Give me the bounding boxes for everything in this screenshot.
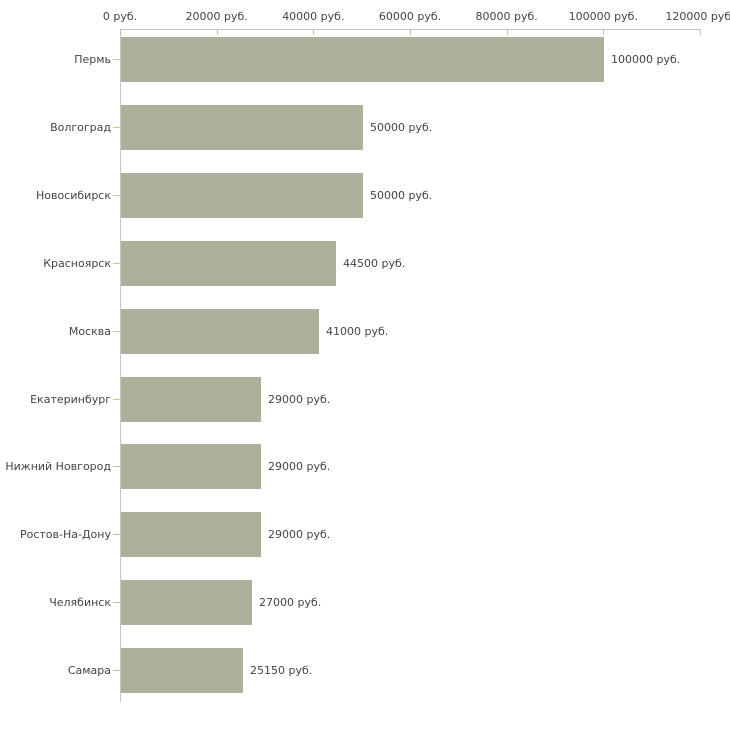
x-axis-tick-mark xyxy=(603,29,605,35)
bar-7 xyxy=(121,444,261,489)
x-axis-tick-label: 80000 руб. xyxy=(475,10,538,23)
y-axis-tick-mark xyxy=(113,127,120,128)
y-axis-tick-mark xyxy=(113,195,120,196)
value-label: 29000 руб. xyxy=(268,460,331,473)
value-label: 41000 руб. xyxy=(326,325,389,338)
category-label: Волгоград xyxy=(50,121,111,134)
x-axis-tick-label: 0 руб. xyxy=(102,10,138,23)
y-axis-tick-mark xyxy=(113,399,120,400)
y-axis-tick-mark xyxy=(113,602,120,603)
x-axis-tick-label: 20000 руб. xyxy=(185,10,248,23)
x-axis-tick-label: 100000 руб. xyxy=(568,10,638,23)
bar-6 xyxy=(121,377,261,422)
category-label: Москва xyxy=(68,325,111,338)
bar-8 xyxy=(121,512,261,557)
category-label: Екатеринбург xyxy=(30,393,111,406)
category-label: Самара xyxy=(67,664,111,677)
x-axis-tick-mark xyxy=(700,29,701,35)
x-axis-tick-mark xyxy=(410,29,411,35)
category-label: Ростов-На-Дону xyxy=(19,528,111,541)
y-axis-tick-mark xyxy=(113,670,120,671)
bar-2 xyxy=(121,105,363,150)
value-label: 29000 руб. xyxy=(268,393,331,406)
value-label: 25150 руб. xyxy=(250,664,313,677)
y-axis-tick-mark xyxy=(113,534,120,535)
y-axis-line xyxy=(120,29,121,702)
bar-9 xyxy=(121,580,252,625)
x-axis-tick-mark xyxy=(120,29,121,35)
value-label: 50000 руб. xyxy=(370,121,433,134)
y-axis-tick-mark xyxy=(113,331,120,332)
bar-10 xyxy=(121,648,243,693)
value-label: 29000 руб. xyxy=(268,528,331,541)
category-label: Красноярск xyxy=(43,257,111,270)
value-label: 50000 руб. xyxy=(370,189,433,202)
x-axis-tick-label: 40000 руб. xyxy=(282,10,345,23)
y-axis-tick-mark xyxy=(113,263,120,264)
value-label: 27000 руб. xyxy=(259,596,322,609)
bar-4 xyxy=(121,241,336,286)
x-axis-tick-label: 120000 руб. xyxy=(665,10,730,23)
x-axis-tick-mark xyxy=(313,29,315,35)
category-label: Новосибирск xyxy=(35,189,111,202)
bar-3 xyxy=(121,173,363,218)
y-axis-tick-mark xyxy=(113,59,120,60)
bar-5 xyxy=(121,309,319,354)
y-axis-tick-mark xyxy=(113,466,120,467)
x-axis-tick-label: 60000 руб. xyxy=(378,10,442,23)
bar-1 xyxy=(121,37,604,82)
category-label: Челябинск xyxy=(49,596,111,609)
category-label: Нижний Новгород xyxy=(5,460,111,473)
x-axis-tick-mark xyxy=(506,29,508,35)
category-label: Пермь xyxy=(74,53,111,66)
value-label: 100000 руб. xyxy=(611,53,681,66)
value-label: 44500 руб. xyxy=(343,257,406,270)
x-axis-tick-mark xyxy=(216,29,218,35)
